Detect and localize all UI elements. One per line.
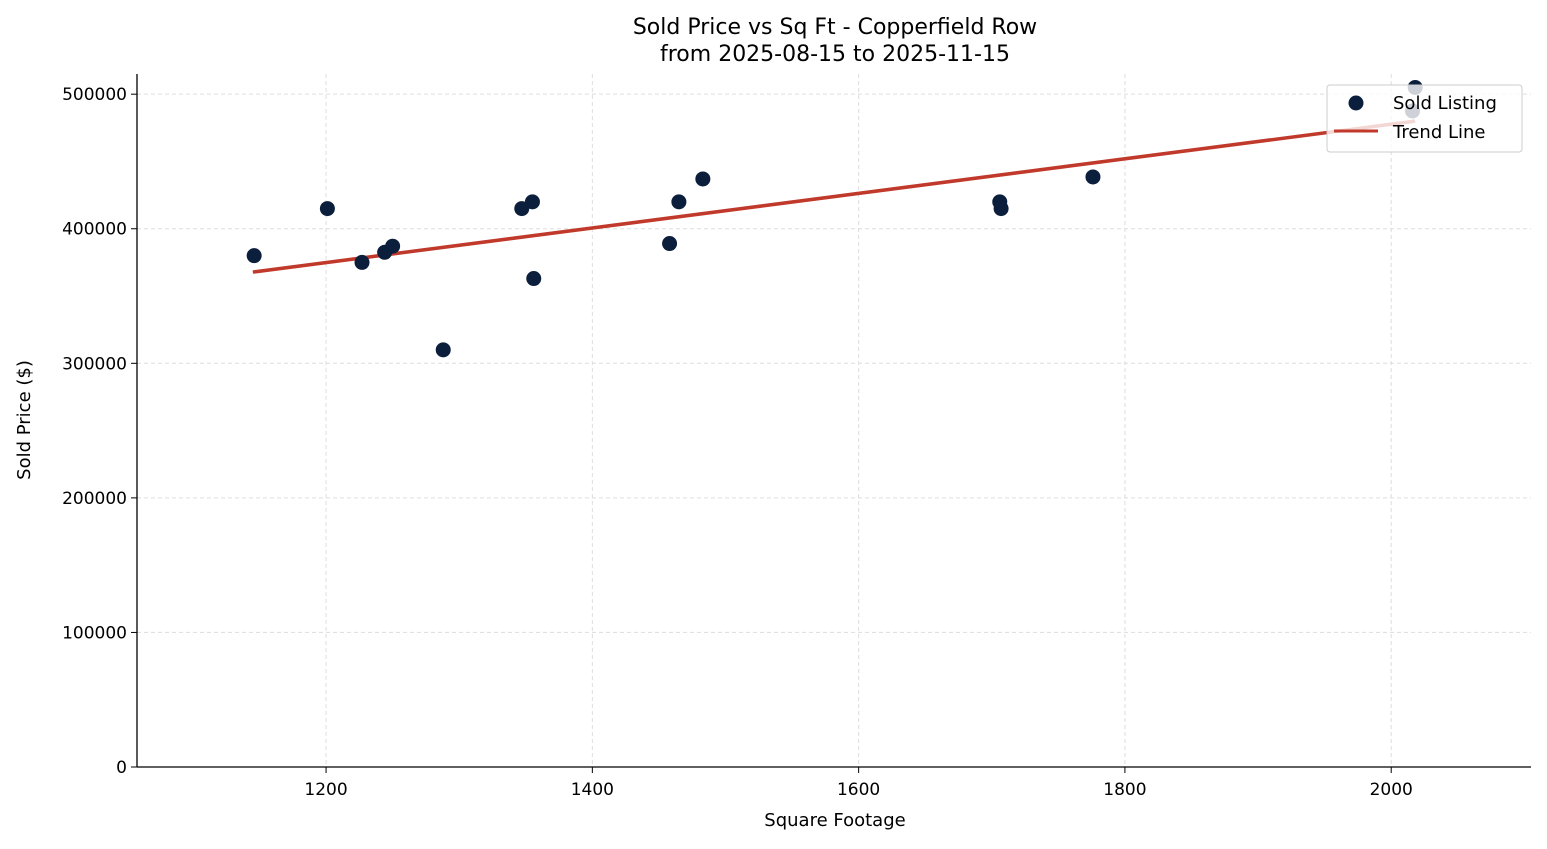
points-layer (246, 79, 1423, 358)
data-point (671, 194, 687, 210)
y-tick-label: 200000 (62, 489, 127, 509)
trend-line (252, 119, 1416, 274)
x-axis-label: Square Footage (764, 810, 905, 831)
x-tick-label: 1200 (304, 780, 347, 800)
y-tick-label: 400000 (62, 220, 127, 240)
y-tick-label: 300000 (62, 354, 127, 374)
legend-box (1326, 84, 1523, 153)
x-tick-label: 1400 (571, 780, 614, 800)
chart-subtitle: from 2025-08-15 to 2025-11-15 (660, 42, 1010, 67)
x-tick-label: 1800 (1103, 780, 1146, 800)
y-tick-label: 500000 (62, 85, 127, 105)
data-point (354, 254, 370, 270)
data-point (1085, 169, 1101, 185)
chart-title: Sold Price vs Sq Ft - Copperfield Row (633, 15, 1037, 40)
data-point (526, 271, 542, 287)
legend-marker-sold-listing (1348, 95, 1364, 111)
data-point (319, 201, 335, 217)
legend-label-sold-listing: Sold Listing (1393, 93, 1497, 114)
y-tick-label: 0 (116, 758, 127, 778)
data-point (514, 201, 530, 217)
y-tick-label: 100000 (62, 623, 127, 643)
data-point (385, 238, 401, 254)
x-tick-label: 1600 (837, 780, 880, 800)
legend-label-trend-line: Trend Line (1392, 122, 1486, 143)
data-point (246, 248, 262, 264)
y-axis-label: Sold Price ($) (14, 360, 35, 480)
data-point (993, 201, 1009, 217)
grid (137, 74, 1531, 768)
legend: Sold Listing Trend Line (1326, 84, 1523, 153)
data-point (695, 171, 711, 187)
trend-line-layer (252, 119, 1416, 274)
axes: 1200 1400 1600 1800 2000 0 100000 200000 300000 4… (62, 74, 1531, 800)
data-point (435, 342, 451, 358)
data-point (662, 236, 678, 252)
x-tick-label: 2000 (1370, 780, 1413, 800)
data-point (524, 194, 540, 210)
